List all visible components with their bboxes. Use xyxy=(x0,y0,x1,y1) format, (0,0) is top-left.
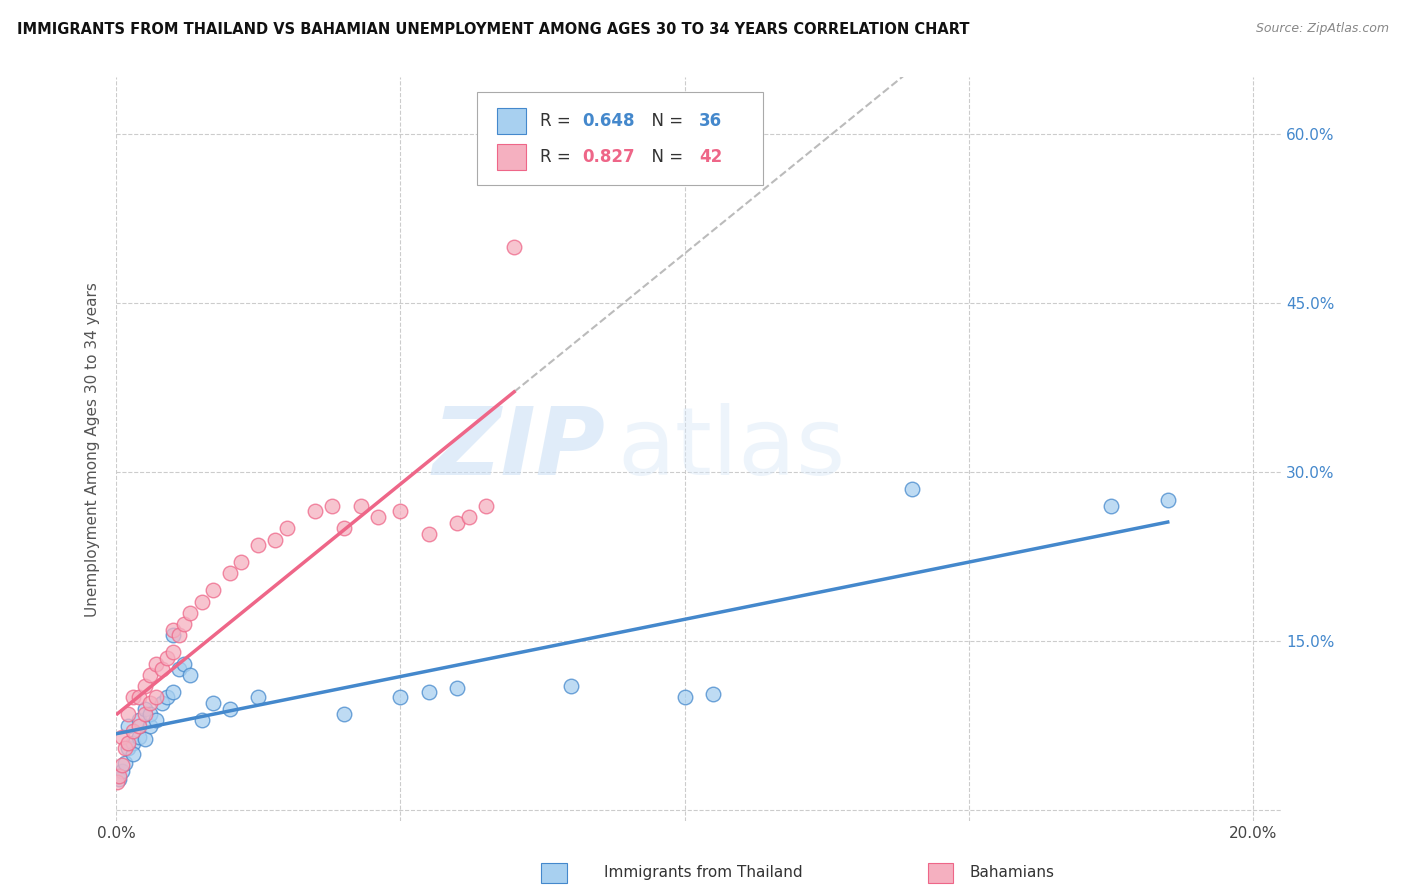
Point xyxy=(190,594,212,608)
Point xyxy=(673,690,696,705)
Point xyxy=(162,685,184,699)
Point xyxy=(367,510,389,524)
Point xyxy=(139,668,162,682)
Point xyxy=(139,718,162,732)
Point xyxy=(173,617,195,632)
Text: R =: R = xyxy=(540,148,576,166)
Point xyxy=(332,707,354,722)
Point xyxy=(162,623,184,637)
Point xyxy=(107,775,129,789)
Point xyxy=(560,679,582,693)
Point xyxy=(321,499,343,513)
Point xyxy=(150,662,173,676)
Point xyxy=(117,707,139,722)
Point xyxy=(304,504,326,518)
Point xyxy=(139,707,162,722)
Point xyxy=(167,628,190,642)
Point xyxy=(156,651,179,665)
Point xyxy=(162,645,184,659)
Text: 0.648: 0.648 xyxy=(582,112,636,129)
Text: N =: N = xyxy=(641,112,688,129)
Point xyxy=(108,769,131,783)
Point xyxy=(156,690,179,705)
Point xyxy=(122,690,145,705)
Point xyxy=(122,724,145,739)
Point xyxy=(389,504,412,518)
Point xyxy=(219,566,242,581)
Point xyxy=(457,510,479,524)
Point xyxy=(128,718,150,732)
Point xyxy=(134,679,156,693)
Text: IMMIGRANTS FROM THAILAND VS BAHAMIAN UNEMPLOYMENT AMONG AGES 30 TO 34 YEARS CORR: IMMIGRANTS FROM THAILAND VS BAHAMIAN UNE… xyxy=(17,22,969,37)
Text: ZIP: ZIP xyxy=(433,403,606,495)
Text: N =: N = xyxy=(641,148,688,166)
Y-axis label: Unemployment Among Ages 30 to 34 years: Unemployment Among Ages 30 to 34 years xyxy=(86,282,100,617)
Point xyxy=(901,482,924,496)
Point xyxy=(128,730,150,744)
Point xyxy=(122,747,145,761)
Point xyxy=(418,527,440,541)
Point xyxy=(134,732,156,747)
Point xyxy=(145,713,167,727)
Point xyxy=(122,735,145,749)
Point xyxy=(179,606,201,620)
Point xyxy=(1099,499,1122,513)
Bar xyxy=(498,108,526,134)
Text: Source: ZipAtlas.com: Source: ZipAtlas.com xyxy=(1256,22,1389,36)
FancyBboxPatch shape xyxy=(478,92,763,186)
Point xyxy=(114,741,136,756)
Point xyxy=(111,730,134,744)
Point xyxy=(167,662,190,676)
Point xyxy=(117,735,139,749)
Point xyxy=(503,239,526,253)
Point xyxy=(111,758,134,772)
Bar xyxy=(498,144,526,170)
Point xyxy=(446,681,468,696)
Point xyxy=(418,685,440,699)
Point xyxy=(162,628,184,642)
Point xyxy=(107,769,129,783)
Text: 0.827: 0.827 xyxy=(582,148,636,166)
Point xyxy=(190,713,212,727)
Point xyxy=(128,713,150,727)
Point xyxy=(446,516,468,530)
Point xyxy=(150,696,173,710)
Point xyxy=(145,657,167,671)
Point xyxy=(179,668,201,682)
Point xyxy=(201,696,224,710)
Point xyxy=(231,555,253,569)
Point xyxy=(117,718,139,732)
Point xyxy=(276,521,298,535)
Point xyxy=(114,756,136,770)
Point xyxy=(219,702,242,716)
Text: Immigrants from Thailand: Immigrants from Thailand xyxy=(603,865,803,880)
Text: 42: 42 xyxy=(699,148,723,166)
Point xyxy=(134,707,156,722)
Point xyxy=(111,764,134,778)
Text: 36: 36 xyxy=(699,112,721,129)
Point xyxy=(1157,493,1180,508)
Text: R =: R = xyxy=(540,112,576,129)
Point xyxy=(474,499,496,513)
Point xyxy=(134,702,156,716)
Point xyxy=(201,583,224,598)
Point xyxy=(128,690,150,705)
Point xyxy=(108,772,131,786)
Point xyxy=(389,690,412,705)
Point xyxy=(117,741,139,756)
Point xyxy=(145,690,167,705)
Text: Bahamians: Bahamians xyxy=(970,865,1054,880)
Point xyxy=(173,657,195,671)
Text: atlas: atlas xyxy=(617,403,845,495)
Point xyxy=(350,499,373,513)
Point xyxy=(264,533,287,547)
Point xyxy=(139,696,162,710)
Point xyxy=(247,538,270,552)
Point xyxy=(247,690,270,705)
Point xyxy=(702,687,724,701)
Point xyxy=(332,521,354,535)
